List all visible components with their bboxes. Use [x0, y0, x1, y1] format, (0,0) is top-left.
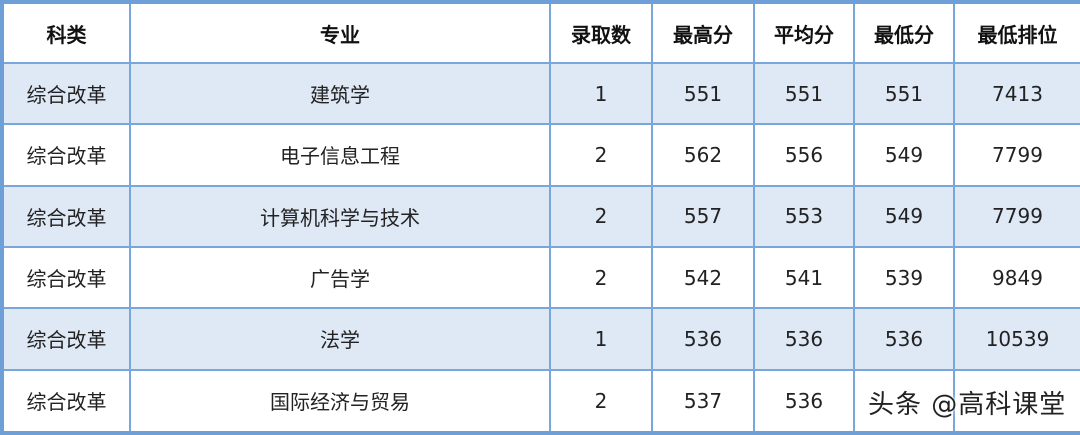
table-cell: 549	[853, 184, 955, 248]
table-cell: 电子信息工程	[129, 123, 551, 187]
table-row: 综合改革 法学 1 536 536 536 10539	[1, 307, 1080, 371]
table-cell: 国际经济与贸易	[129, 368, 551, 435]
table-cell: 2	[549, 184, 653, 248]
table-cell: 综合改革	[1, 368, 131, 435]
table-cell: 551	[753, 61, 855, 126]
table-cell: 10539	[953, 307, 1080, 371]
table-cell: 539	[853, 245, 955, 310]
column-header: 平均分	[753, 1, 855, 64]
table-row: 综合改革 广告学 2 542 541 539 9849	[1, 245, 1080, 310]
column-header: 最低排位	[953, 1, 1080, 64]
table-cell: 综合改革	[1, 123, 131, 187]
table-cell: 536	[753, 307, 855, 371]
table-cell: 541	[753, 245, 855, 310]
table-cell: 综合改革	[1, 184, 131, 248]
table-cell: 9849	[953, 245, 1080, 310]
column-header: 最低分	[853, 1, 955, 64]
column-header: 专业	[129, 1, 551, 64]
table-cell: 2	[549, 245, 653, 310]
table-cell: 536	[753, 368, 855, 435]
table-cell: 537	[651, 368, 755, 435]
table-row: 综合改革 建筑学 1 551 551 551 7413	[1, 61, 1080, 126]
table-cell: 557	[651, 184, 755, 248]
table-cell: 法学	[129, 307, 551, 371]
table-cell: 556	[753, 123, 855, 187]
table-cell: 553	[753, 184, 855, 248]
table-cell: 计算机科学与技术	[129, 184, 551, 248]
table-row: 综合改革 计算机科学与技术 2 557 553 549 7799	[1, 184, 1080, 248]
table-cell: 7799	[953, 123, 1080, 187]
table-cell: 542	[651, 245, 755, 310]
table-cell: 广告学	[129, 245, 551, 310]
column-header: 录取数	[549, 1, 653, 64]
table-cell: 536	[651, 307, 755, 371]
table-cell: 551	[853, 61, 955, 126]
table-row: 综合改革 电子信息工程 2 562 556 549 7799	[1, 123, 1080, 187]
table-cell: 549	[853, 123, 955, 187]
table-cell: 551	[651, 61, 755, 126]
table-cell: 7799	[953, 184, 1080, 248]
table-cell: 1	[549, 307, 653, 371]
table-cell: 建筑学	[129, 61, 551, 126]
table-cell	[953, 368, 1080, 435]
table-cell: 综合改革	[1, 245, 131, 310]
table-cell: 2	[549, 123, 653, 187]
table-cell: 7413	[953, 61, 1080, 126]
watermark: 头条 @高科课堂	[868, 390, 1067, 420]
table-cell	[853, 368, 955, 435]
table-cell: 2	[549, 368, 653, 435]
table-cell: 1	[549, 61, 653, 126]
table-row: 综合改革 国际经济与贸易 2 537 536	[1, 368, 1080, 435]
table-cell: 综合改革	[1, 61, 131, 126]
header-row: 科类 专业 录取数 最高分 平均分 最低分 最低排位	[1, 1, 1080, 64]
table-cell: 综合改革	[1, 307, 131, 371]
column-header: 最高分	[651, 1, 755, 64]
column-header: 科类	[1, 1, 131, 64]
table-cell: 562	[651, 123, 755, 187]
table-cell: 536	[853, 307, 955, 371]
